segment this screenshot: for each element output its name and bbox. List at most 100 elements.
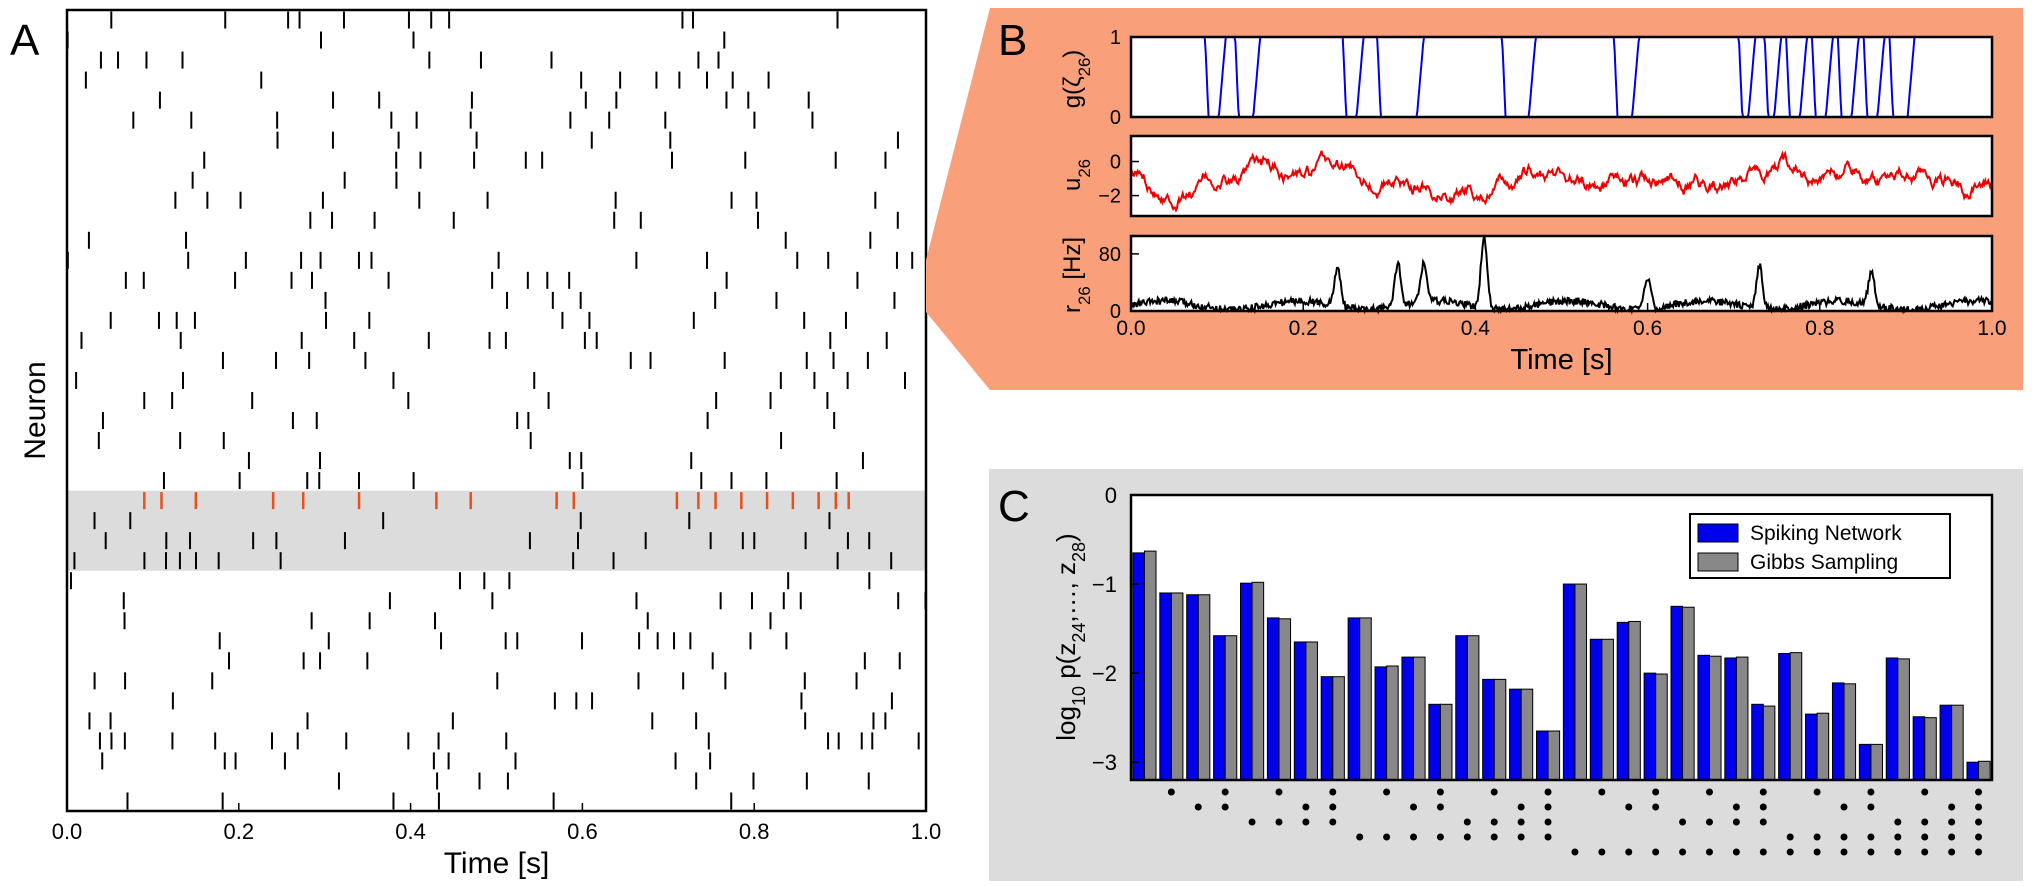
state-dot [1813,848,1821,856]
state-dot [1463,818,1471,826]
spiking-bar [1724,657,1737,781]
state-dot [1705,818,1713,826]
gibbs-bar [1897,658,1910,781]
legend-label: Spiking Network [1750,522,1902,545]
state-dot [1571,848,1579,856]
gibbs-bar [1520,688,1534,781]
spiking-bar [1374,666,1388,781]
gibbs-bar [1708,655,1722,781]
spiking-bar [1186,594,1199,781]
state-dot [1302,803,1310,811]
state-dot [1463,833,1471,841]
spiking-bar [1509,688,1522,781]
spiking-bar [1132,552,1145,781]
gibbs-bar [1816,712,1830,781]
state-dot [1329,803,1337,811]
u-trace [1130,150,1993,213]
state-dot [1921,788,1929,796]
spiking-bar [1428,703,1441,781]
state-dot [1975,803,1983,811]
gibbs-bar [1251,581,1265,781]
bar-plot-frame [1129,493,1994,782]
state-dot [1652,788,1660,796]
gibbs-bar [1413,656,1426,781]
x-tick-label: 0.8 [1805,317,1834,340]
spiking-bar [1697,654,1710,781]
state-dot [1598,788,1606,796]
state-dot [1867,788,1875,796]
state-dot [1410,833,1418,841]
u-axis-label: u26 [1059,159,1094,191]
y-tick-label: −1 [1092,572,1117,597]
gibbs-bar [1466,635,1480,781]
y-tick-label: 0 [1110,152,1121,174]
state-dot [1732,803,1740,811]
state-dot [1759,818,1767,826]
gibbs-bar [1843,683,1857,781]
panel-a-frame [65,8,928,813]
state-dot [1517,803,1525,811]
state-dot [1248,818,1256,826]
y-tick-label: 80 [1099,244,1121,266]
state-dot [1921,818,1929,826]
gibbs-bar [1735,656,1749,781]
gibbs-bar [1951,704,1964,781]
gibbs-bar [1789,652,1803,781]
state-dot [1383,788,1391,796]
spiking-bar [1778,653,1791,781]
state-dot [1867,803,1875,811]
state-dot [1625,803,1633,811]
state-dot [1329,788,1337,796]
panel-letter-c: C [998,482,1030,531]
state-dot [1436,833,1444,841]
x-tick-label: 0.2 [224,819,255,844]
gibbs-bar [1924,717,1937,781]
state-dot [1490,788,1498,796]
subplot-frame [1129,234,1994,313]
spiking-bar [1159,592,1172,781]
gibbs-bar [1359,617,1372,781]
state-dot [1652,848,1660,856]
spiking-bar [1266,617,1280,781]
gibbs-bar [1332,676,1345,781]
state-dot [1894,848,1902,856]
gibbs-bar [1978,760,1991,781]
state-dot [1356,833,1364,841]
state-dot [1652,803,1660,811]
gibbs-bar [1439,703,1453,781]
spiking-bar [1240,582,1253,781]
state-dot [1867,833,1875,841]
x-tick-label: 0.8 [739,819,770,844]
x-tick-label: 0.0 [52,819,83,844]
spiking-bar [1213,635,1226,781]
state-dot [1275,818,1283,826]
state-dot [1517,833,1525,841]
state-dot [1894,818,1902,826]
state-dot [1383,833,1391,841]
spiking-bar [1535,730,1549,781]
state-dot [1948,803,1956,811]
gibbs-bar [1628,620,1641,781]
y-tick-label: −2 [1098,186,1121,208]
state-dot [1679,848,1687,856]
x-tick-label: 0.4 [1461,317,1491,340]
state-dot [1840,833,1848,841]
spiking-bar [1831,682,1845,781]
gibbs-bar [1655,673,1668,781]
state-dot [1705,848,1713,856]
state-dot [1705,788,1713,796]
state-dot [1894,833,1902,841]
state-dot [1490,833,1498,841]
state-dot [1975,788,1983,796]
legend-label: Gibbs Sampling [1750,551,1898,574]
gibbs-bar [1601,638,1614,781]
state-dot [1867,848,1875,856]
spiking-bar [1912,716,1926,781]
legend-swatch [1697,523,1739,543]
state-dot [1598,848,1606,856]
spiking-bar [1858,743,1872,781]
gibbs-bar [1493,678,1507,781]
gibbs-bar [1170,592,1184,781]
state-dot [1167,788,1175,796]
state-dot [1786,833,1794,841]
